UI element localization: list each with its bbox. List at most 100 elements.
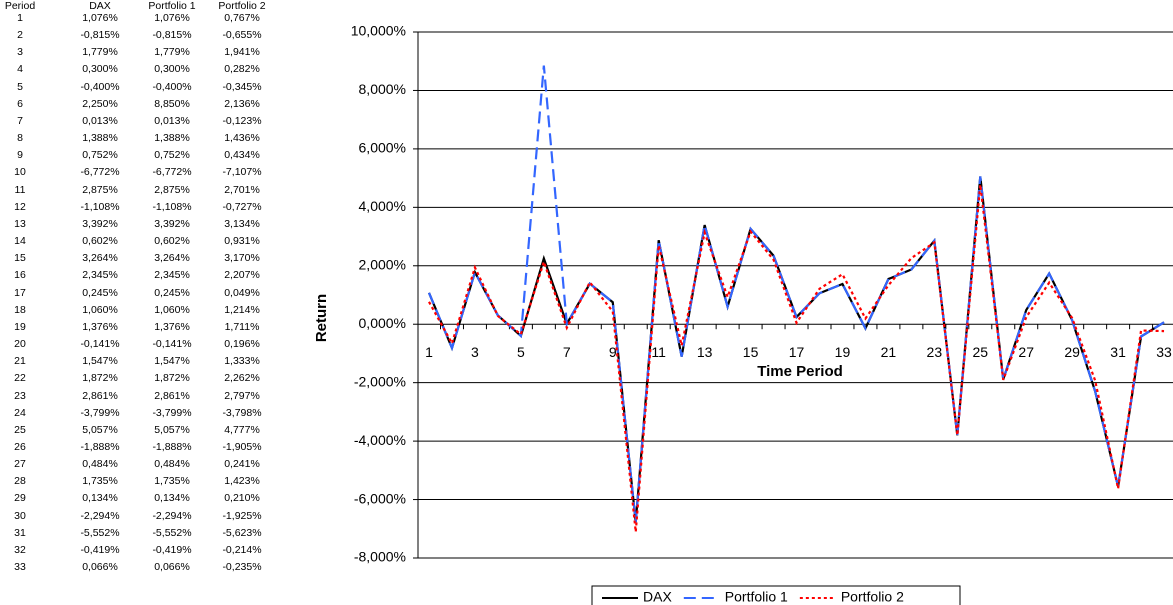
x-tick-label: 19 [835,344,851,360]
table-cell: -2,294% [80,509,120,522]
table-cell: -0,400% [80,80,120,93]
table-cell: 2,701% [224,183,260,196]
table-cell: 0,434% [224,149,260,162]
table-cell: 0,602% [82,235,118,248]
table-cell: 1,779% [82,46,118,59]
table-cell: 20 [14,338,26,351]
x-tick-label: 1 [425,344,433,360]
x-tick-label: 13 [697,344,713,360]
table-cell: 29 [14,492,26,505]
y-axis-title: Return [313,294,330,342]
table-cell: -0,419% [152,543,192,556]
table-cell: 5,057% [154,423,190,436]
table-cell: 2,875% [82,183,118,196]
x-tick-label: 17 [789,344,805,360]
y-tick-label: -8,000% [354,549,406,565]
x-tick-label: 33 [1156,344,1172,360]
table-cell: 0,013% [82,114,118,127]
table-cell: 1,872% [82,372,118,385]
table-cell: -0,727% [222,200,262,213]
table-cell: 0,241% [224,458,260,471]
table-cell: 2,136% [224,97,260,110]
x-tick-label: 31 [1110,344,1126,360]
table-cell: 3,134% [224,217,260,230]
table-cell: 23 [14,389,26,402]
table-cell: -0,345% [222,80,262,93]
table-cell: 24 [14,406,26,419]
table-cell: 13 [14,217,26,230]
table-cell: 0,210% [224,492,260,505]
x-tick-label: 15 [743,344,759,360]
x-tick-label: 23 [927,344,943,360]
y-tick-label: -4,000% [354,432,406,448]
table-cell: 0,049% [224,286,260,299]
legend-label: DAX [643,589,672,605]
table-cell: 1,060% [154,303,190,316]
table-cell: -0,235% [222,561,262,574]
table-cell: 1,388% [154,132,190,145]
table-cell: 25 [14,423,26,436]
table-cell: 2,875% [154,183,190,196]
table-cell: 2,207% [224,269,260,282]
table-cell: 0,767% [224,12,260,24]
x-tick-label: 25 [972,344,988,360]
table-header: Period [4,0,36,12]
series-line [428,184,1165,533]
table-header: DAX [89,0,111,12]
table-cell: 5 [17,80,23,93]
table-cell: 1,076% [82,12,118,24]
table-cell: 1,333% [224,355,260,368]
table-cell: 4,777% [224,423,260,436]
table-cell: 1,547% [82,355,118,368]
table-cell: 3,264% [82,252,118,265]
table-cell: 0,752% [82,149,118,162]
table-cell: 0,013% [154,114,190,127]
table-cell: 2,262% [224,372,260,385]
table-cell: 22 [14,372,26,385]
table-cell: -0,141% [152,338,192,351]
y-tick-label: 4,000% [359,198,406,214]
table-cell: 1,436% [224,132,260,145]
table-cell: 14 [14,235,26,248]
table-cell: -6,772% [152,166,192,179]
legend: DAX Portfolio 1 Portfolio 2 [591,585,961,605]
table-cell: -3,799% [152,406,192,419]
table-cell: 1,735% [82,475,118,488]
x-tick-label: 11 [651,344,666,360]
x-tick-label: 9 [609,344,617,360]
table-cell: 2,861% [82,389,118,402]
table-cell: 6 [17,97,23,110]
series-line [427,65,1165,523]
table-cell: 16 [14,269,26,282]
table-cell: -0,214% [222,543,262,556]
table-cell: 21 [14,355,26,368]
table-cell: 0,931% [224,235,260,248]
table-cell: 31 [14,526,26,539]
table-cell: 2,861% [154,389,190,402]
table-cell: -0,655% [222,29,262,42]
x-tick-label: 21 [881,344,897,360]
table-cell: -1,108% [80,200,120,213]
table-cell: 17 [14,286,26,299]
y-tick-label: 0,000% [359,315,406,331]
y-tick-label: -2,000% [354,373,406,389]
table-cell: 15 [14,252,26,265]
y-tick-label: 10,000% [351,23,406,39]
table-cell: 2,250% [82,97,118,110]
table-cell: 0,134% [82,492,118,505]
table-cell: 10 [14,166,26,179]
table-cell: 8,850% [154,97,190,110]
table-cell: 0,484% [154,458,190,471]
legend-label: Portfolio 1 [725,589,788,605]
table-cell: -5,623% [222,526,262,539]
table-cell: -1,925% [222,509,262,522]
table-cell: 0,245% [154,286,190,299]
y-tick-label: 2,000% [359,256,406,272]
table-cell: 11 [14,183,26,196]
table-cell: 2,345% [82,269,118,282]
table-cell: 0,066% [82,561,118,574]
table-cell: 1,735% [154,475,190,488]
table-cell: 1,076% [154,12,190,24]
